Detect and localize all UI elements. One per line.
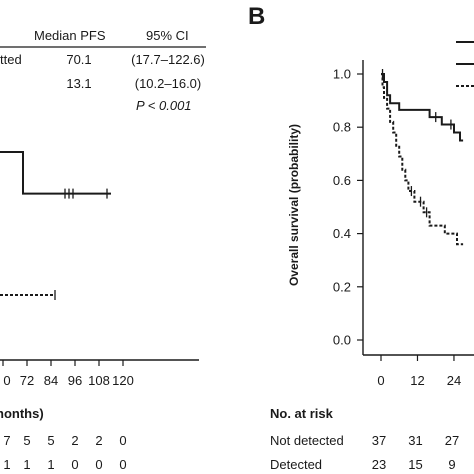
risk-group-label: Not detected	[270, 433, 344, 448]
panel-b-x-ticks: 0 12 24	[377, 355, 461, 388]
panel-b-risk-table: Not detected 37 31 27 Detected 23 15 9	[270, 433, 459, 472]
panel-b-y-tick-label: 1.0	[333, 67, 351, 82]
panel-b-y-label: Overall survival (probability)	[287, 124, 301, 286]
risk-title: No. at risk	[270, 406, 334, 421]
p-value: P < 0.001	[136, 98, 192, 113]
panel-a-risk-count: 2	[71, 433, 78, 448]
panel-a-risk-count: 5	[47, 433, 54, 448]
panel-a-x-tick-label: 72	[20, 373, 34, 388]
panel-a-x-label: nonths)	[0, 406, 44, 421]
panel-b-y-tick-label: 0.6	[333, 173, 351, 188]
panel-a-x-ticks: 0 72 84 96 108 120	[2, 360, 134, 388]
panel-b-y-ticks: 0.0 0.2 0.4 0.6 0.8 1.0	[333, 67, 363, 348]
panel-a-curve-solid	[0, 151, 111, 195]
table-row-2-ci: (10.2–16.0)	[135, 76, 202, 91]
panel-b-x-tick-label: 24	[447, 373, 461, 388]
table-row-1-group: tted	[0, 52, 22, 67]
panel-b-y-tick-label: 0.8	[333, 120, 351, 135]
panel-a-risk-table: 7 5 5 2 2 01 1 1 0 0 0	[3, 433, 126, 472]
panel-b-curve-dashed	[381, 73, 464, 246]
panel-b-y-tick-label: 0.4	[333, 226, 351, 241]
panel-a-risk-count: 2	[95, 433, 102, 448]
panel-a-x-tick-label: 108	[88, 373, 110, 388]
panel-a-risk-count: 1	[3, 457, 10, 472]
panel-a-risk-count: 0	[119, 433, 126, 448]
panel-b-x-tick-label: 0	[377, 373, 384, 388]
panel-b-legend	[456, 41, 474, 87]
panel-b-risk-count: 15	[408, 457, 422, 472]
panel-a-x-tick-label: 84	[44, 373, 58, 388]
panel-b-risk-count: 27	[445, 433, 459, 448]
table-row-1-ci: (17.7–122.6)	[131, 52, 205, 67]
table-row-2-median: 13.1	[66, 76, 91, 91]
panel-a-risk-count: 1	[47, 457, 54, 472]
panel-b-curves	[381, 69, 464, 246]
panel-a-x-tick-label: 0	[3, 373, 10, 388]
panel-a-x-tick-label: 120	[112, 373, 134, 388]
panel-b-y-tick-label: 0.0	[333, 333, 351, 348]
panel-b-y-tick-label: 0.2	[333, 279, 351, 294]
panel-a-risk-count: 7	[3, 433, 10, 448]
panel-b-risk-count: 23	[372, 457, 386, 472]
panel-b-risk-count: 31	[408, 433, 422, 448]
table-row-1-median: 70.1	[66, 52, 91, 67]
panel-b-risk-count: 9	[448, 457, 455, 472]
panel-a-risk-count: 1	[23, 457, 30, 472]
table-header-median: Median PFS	[34, 28, 106, 43]
panel-a-risk-count: 0	[95, 457, 102, 472]
panel-a-risk-count: 0	[119, 457, 126, 472]
panel-a-risk-count: 5	[23, 433, 30, 448]
panel-b-x-tick-label: 12	[410, 373, 424, 388]
table-header-ci: 95% CI	[146, 28, 189, 43]
panel-a-curves	[0, 151, 111, 300]
panel-a-risk-count: 0	[71, 457, 78, 472]
panel-b-letter: B	[248, 3, 265, 30]
risk-group-label: Detected	[270, 457, 322, 472]
panel-b-curve-solid	[381, 73, 464, 142]
panel-b: B Overall survival (probability) 0.00.20…	[248, 3, 474, 472]
panel-a: Median PFS 95% CI tted 70.1 (17.7–122.6)…	[0, 28, 206, 472]
panel-b-risk-count: 37	[372, 433, 386, 448]
panel-a-x-tick-label: 96	[68, 373, 82, 388]
